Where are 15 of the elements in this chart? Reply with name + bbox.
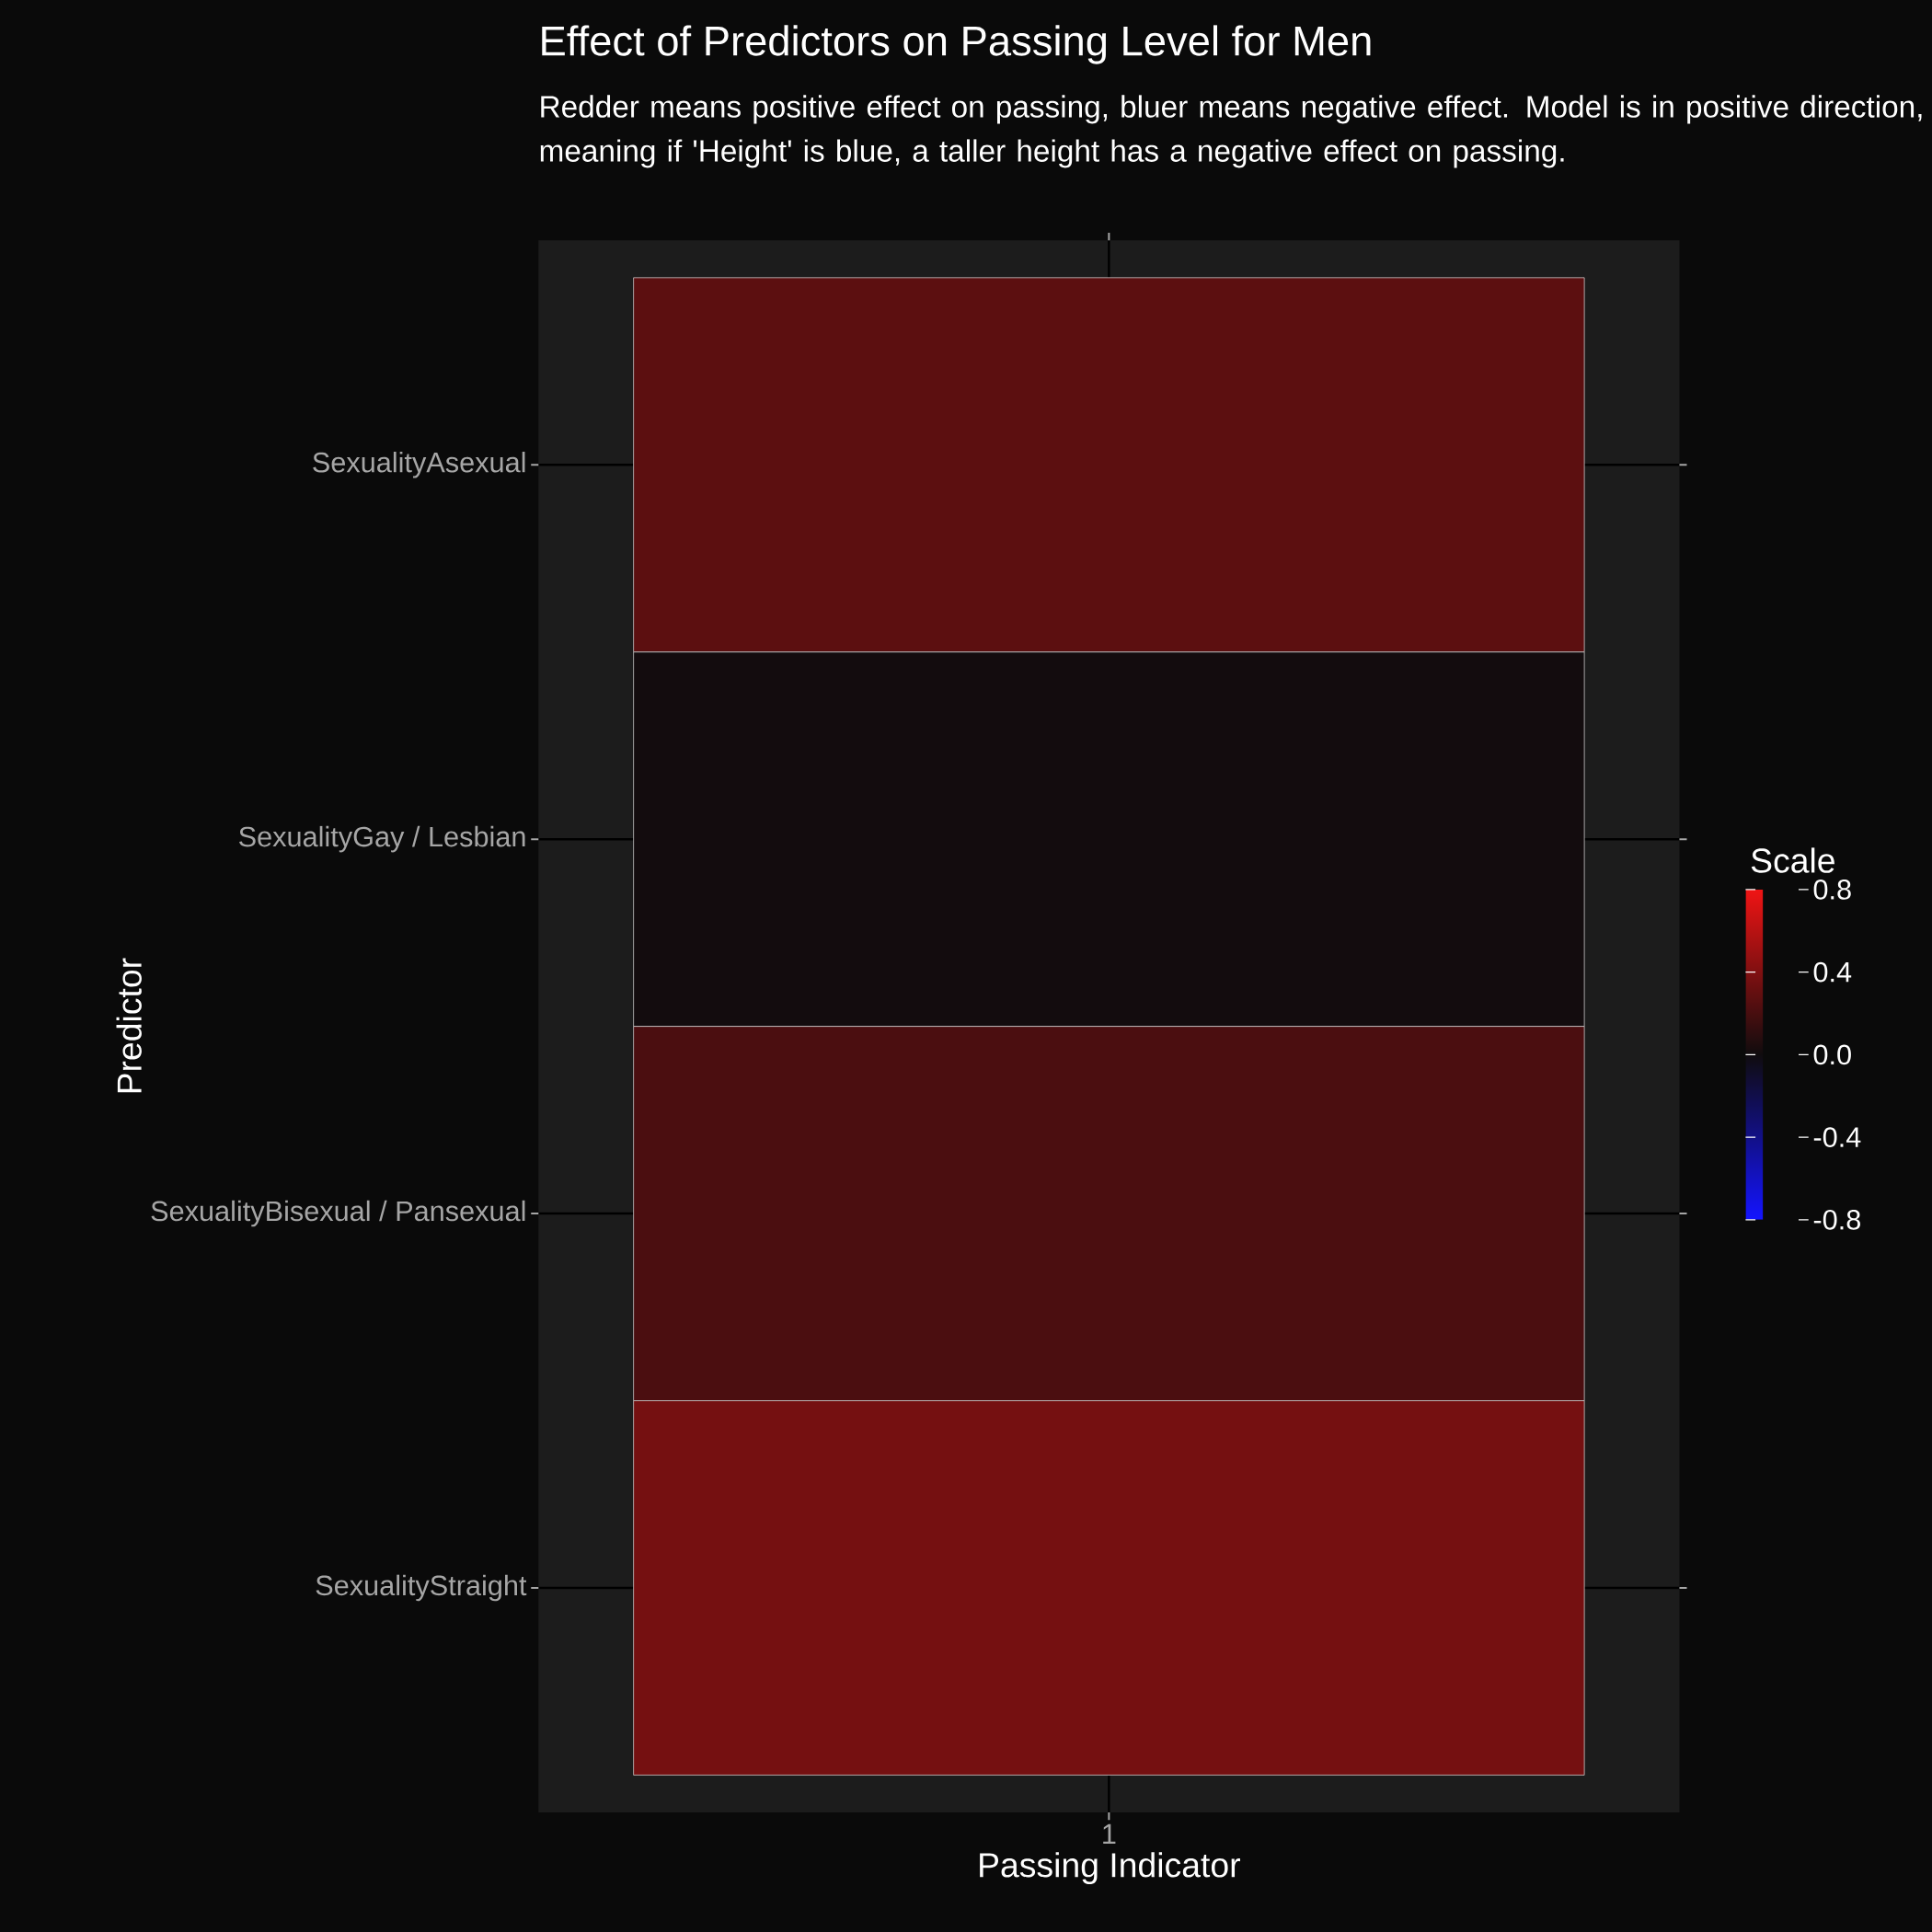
y-tick-label: SexualityAsexual [313,451,525,478]
color-bar-label: 0.4 [1813,961,1852,983]
y-tick-label: SexualityStraight [316,1574,527,1602]
y-tick-label: SexualityGay / Lesbian [239,825,525,853]
color-bar-label: 0.8 [1813,880,1851,900]
chart-title: Effect of Predictors on Passing Level for Men [542,25,1371,64]
chart-subtitle: Redder means positive effect on passing, bluer means negative effect. Model is in positive direction, meaning if 'Height' is blue, a taller height has a negative effect on passing. [540,95,1922,168]
color-bar-title: Scale [1751,847,1834,873]
x-axis-title: Passing Indicator [980,1852,1240,1884]
color-bar-label: -0.4 [1813,1127,1861,1147]
y-axis-title: Predictor [116,958,142,1093]
color-bar-label: 0.0 [1813,1044,1851,1065]
x-tick-label: 1 [1103,1823,1116,1844]
y-tick-label: SexualityBisexual / Pansexual [151,1200,525,1227]
color-bar-label: -0.8 [1813,1209,1860,1230]
